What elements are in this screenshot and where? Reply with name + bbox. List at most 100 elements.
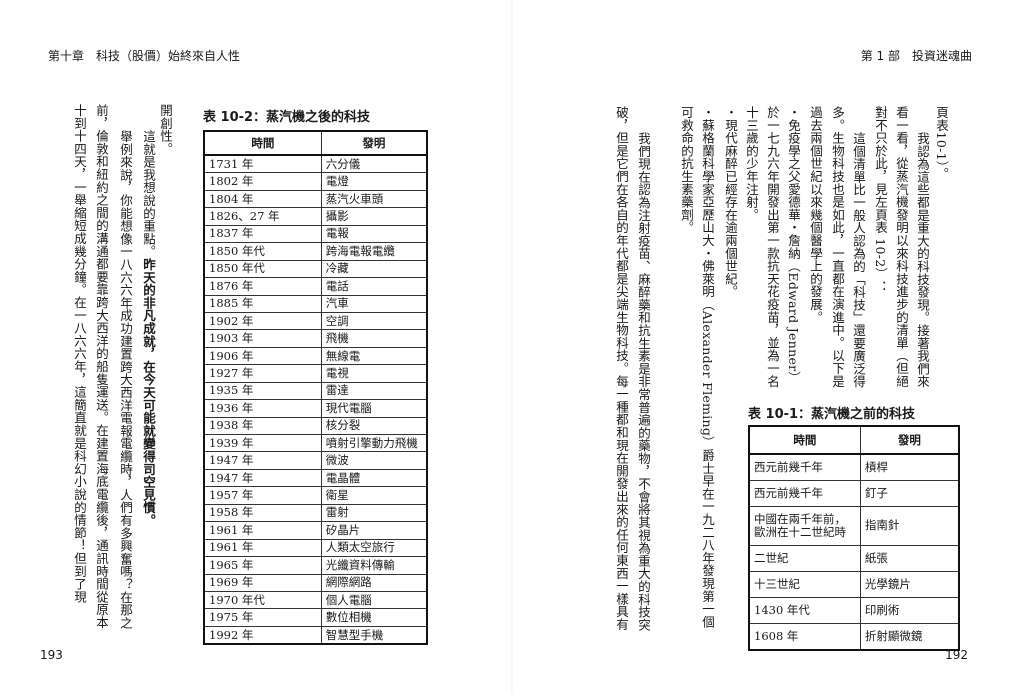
table-row: 1906 年無線電 <box>203 346 428 366</box>
text-column: ・免疫學之父愛德華・詹納（Edward Jenner） <box>786 106 801 385</box>
text-column: 前，倫敦和紐約之間的溝通都要靠跨大西洋的船隻運送。在建置海底電纜後，通訊時間從原… <box>94 104 109 629</box>
table-row: 1957 年衛星 <box>203 486 428 505</box>
text-run: 開創性。 <box>158 104 173 156</box>
text-run: ・蘇格蘭科學家亞歷山大・佛萊明（Alexander Fleming）爵士早在一九… <box>700 106 715 629</box>
table-cell: 電視 <box>320 364 428 383</box>
table-row: 1837 年電報 <box>203 224 428 244</box>
table-row: 1961 年人類太空旅行 <box>203 538 428 558</box>
text-column: 十到十四天，一舉縮短成幾分鐘。在一八六六年，這簡直就是科幻小說的情節！但到了現 <box>72 104 87 603</box>
text-column: 我認為這些都是重大的科技發現。接著我們來 <box>915 132 930 388</box>
text-run: 看一看，從蒸汽機發明以來科技進步的清單（但絕 <box>894 106 909 388</box>
table-cell: 跨海電報電纜 <box>320 242 428 261</box>
table-cell: 智慧型手機 <box>320 625 428 645</box>
text-run: 前，倫敦和紐約之間的溝通都要靠跨大西洋的船隻運送。在建置海底電纜後，通訊時間從原… <box>94 104 109 629</box>
table: 時間 發明 西元前幾千年 槓桿 西元前幾千年 釘子 中國在兩千年前， 歐洲在十二世紀時 指南針… <box>748 425 960 651</box>
table-cell: 電報 <box>320 224 428 244</box>
table-row: 1804 年蒸汽火車頭 <box>203 189 428 209</box>
table-row: 1850 年代 冷藏 <box>203 259 428 279</box>
table-cell: 1936 年 <box>203 399 322 418</box>
table-row: 1802 年電燈 <box>203 172 428 191</box>
table-cell: 1837 年 <box>203 224 322 244</box>
text-column: 舉例來說，你能想像一八六六年成功建置跨大西洋電報電纜時，人們有多興奮嗎？在那之 <box>118 130 133 629</box>
table-row: 1965 年光纖資料傳輸 <box>203 556 428 575</box>
text-column: 於一七九六年開發出第一款抗天花疫苗，並為一名 <box>765 106 780 388</box>
table-cell: 雷達 <box>320 381 428 401</box>
table-row: 西元前幾千年 釘子 <box>748 480 960 507</box>
text-run: 過去兩個世紀以來幾個醫學上的發展。 <box>808 106 823 324</box>
table-cell: 折射顯微鏡 <box>859 622 960 650</box>
table-row: 1947 年電晶體 <box>203 468 428 488</box>
table-cell: 二世紀 <box>748 544 861 572</box>
table-cell: 光纖資料傳輸 <box>320 556 428 575</box>
table-row: 1850 年代 跨海電報電纜 <box>203 242 428 261</box>
gutter <box>511 0 513 693</box>
table-row: 1935 年雷達 <box>203 381 428 401</box>
table-cell: 1802 年 <box>203 172 322 191</box>
table-cell: 1957 年 <box>203 486 322 505</box>
text-run: 對不只於此，見左頁表 10-2）： <box>873 106 888 294</box>
table-cell: 微波 <box>320 451 428 470</box>
table-row: 1992 年智慧型手機 <box>203 625 428 645</box>
table-row: 1885 年汽車 <box>203 294 428 313</box>
right-header: 第 1 部 投資迷魂曲 <box>860 49 972 63</box>
table-cell: 1975 年 <box>203 608 322 627</box>
table-cell: 汽車 <box>320 294 428 313</box>
table-cell: 冷藏 <box>320 259 428 279</box>
table-row: 十三世紀 光學鏡片 <box>748 570 960 598</box>
header-cell: 時間 <box>748 425 861 455</box>
table-cell: 釘子 <box>859 480 960 507</box>
table-row: 1826、27 年攝影 <box>203 207 428 226</box>
table-cell: 六分儀 <box>320 154 428 174</box>
table-cell: 1826、27 年 <box>203 207 322 226</box>
table-cell: 1938 年 <box>203 416 322 436</box>
table-row: 1958 年雷射 <box>203 503 428 523</box>
table-cell: 電晶體 <box>320 468 428 488</box>
table-row: 西元前幾千年 槓桿 <box>748 453 960 481</box>
table-cell: 空調 <box>320 311 428 331</box>
table-row: 1947 年微波 <box>203 451 428 470</box>
text-run: ・現代麻醉已經存在逾兩個世紀。 <box>723 106 738 298</box>
table-cell: 1961 年 <box>203 521 322 540</box>
table-row: 1430 年代 印刷術 <box>748 596 960 624</box>
text-run: 破，但是它們在各自的年代都是尖端生物科技。每一種都和現在開發出來的任何東西一樣具… <box>614 106 629 631</box>
table-cell: 網際網路 <box>320 573 428 592</box>
text-run: ・免疫學之父愛德華・詹納（Edward Jenner） <box>786 106 801 385</box>
text-run: 於一七九六年開發出第一款抗天花疫苗，並為一名 <box>765 106 780 388</box>
table-cell: 飛機 <box>320 329 428 348</box>
table-cell: 1850 年代 <box>203 259 322 279</box>
header-cell: 時間 <box>203 130 322 156</box>
table-cell: 指南針 <box>859 506 960 546</box>
text-column: 這就是我想說的重點。昨天的非凡成就，在今天可能就變得司空見慣。 <box>141 130 156 527</box>
table-cell: 無線電 <box>320 346 428 366</box>
table-row: 1903 年飛機 <box>203 329 428 348</box>
table-cell: 印刷術 <box>859 596 960 624</box>
table-cell: 1935 年 <box>203 381 322 401</box>
table-cell: 衛星 <box>320 486 428 505</box>
table-cell: 1961 年 <box>203 538 322 558</box>
left-header: 第十章 科技（股價）始終來自人性 <box>48 49 241 63</box>
header-cell: 發明 <box>320 130 428 156</box>
table-cell: 十三世紀 <box>748 570 861 598</box>
right-page-number: 192 <box>945 648 968 662</box>
text-run: 可救命的抗生素藥劑。 <box>679 106 694 234</box>
text-column: 頁表10-1）。 <box>934 106 949 180</box>
table: 時間 發明 1731 年六分儀 1802 年電燈 1804 年蒸汽火車頭 1826、27 … <box>203 130 428 646</box>
text-run: 我認為這些都是重大的科技發現。接著我們來 <box>915 132 930 388</box>
table-cell: 1430 年代 <box>748 596 861 624</box>
table-cell: 1958 年 <box>203 503 322 523</box>
header-row: 時間 發明 <box>748 425 960 455</box>
table-cell: 1903 年 <box>203 329 322 348</box>
table-row: 1939 年噴射引擎動力飛機 <box>203 433 428 453</box>
table-row: 1975 年數位相機 <box>203 608 428 627</box>
table-row: 1936 年現代電腦 <box>203 399 428 418</box>
table-row: 1938 年核分裂 <box>203 416 428 436</box>
table-row: 1969 年網際網路 <box>203 573 428 592</box>
table-cell: 槓桿 <box>859 453 960 481</box>
table-row: 1927 年電視 <box>203 364 428 383</box>
table-row: 中國在兩千年前， 歐洲在十二世紀時 指南針 <box>748 506 960 546</box>
table-cell: 1969 年 <box>203 573 322 592</box>
table-cell: 1804 年 <box>203 189 322 209</box>
table-cell: 西元前幾千年 <box>748 453 861 481</box>
table-cell: 現代電腦 <box>320 399 428 418</box>
text-column: 這個清單比一般人認為的「科技」還要廣泛得 <box>851 132 866 388</box>
